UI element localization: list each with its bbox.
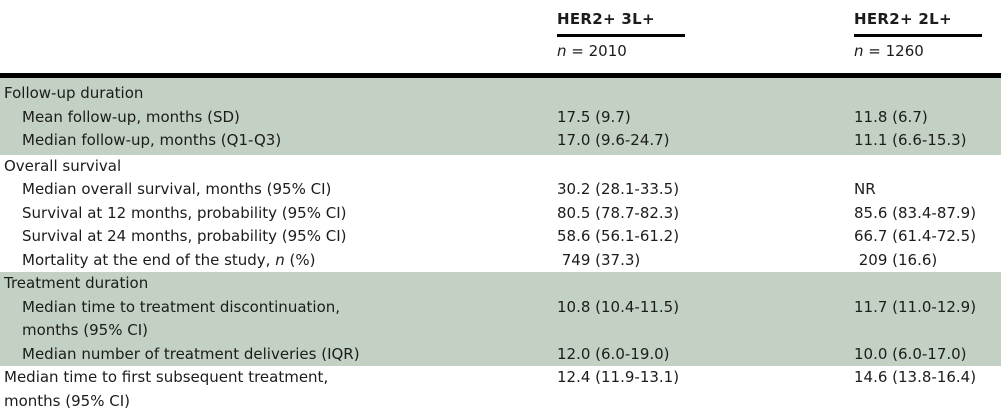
table-row: Median time to first subsequent treatmen…	[0, 366, 1001, 411]
label-text: Treatment duration	[4, 274, 149, 292]
value-her2-2l: 209 (16.6)	[854, 250, 938, 269]
table-body: Follow-up duration Mean follow-up, months…	[0, 78, 1001, 411]
header-spacer	[0, 10, 557, 73]
row-label: Survival at 12 months, probability (95% …	[0, 202, 557, 226]
value-her2-3l: 10.8 (10.4-11.5)	[557, 297, 680, 316]
value-her2-3l: 749 (37.3)	[557, 250, 641, 269]
sample-size-her2-3l: n = 2010	[557, 42, 854, 61]
section-header-row: Treatment duration	[0, 272, 1001, 296]
label-text: (%)	[284, 250, 316, 269]
column-group-her2-2l: HER2+ 2L+ n = 1260	[854, 10, 1001, 73]
row-label: Mean follow-up, months (SD)	[0, 106, 557, 130]
n-count: = 1260	[863, 42, 924, 60]
label-text: Median time to treatment discontinuation…	[22, 297, 341, 340]
column-header-her2-2l: HER2+ 2L+	[854, 10, 952, 28]
label-text: Mortality at the end of the study,	[22, 250, 276, 269]
label-text: Overall survival	[4, 156, 122, 175]
value-her2-2l: 11.7 (11.0-12.9)	[854, 297, 977, 316]
table-section: Overall survival Median overall survival,…	[0, 155, 1001, 273]
value-her2-2l: 11.8 (6.7)	[854, 107, 928, 126]
value-her2-2l	[854, 82, 1001, 106]
row-label: Median follow-up, months (Q1-Q3)	[0, 129, 557, 153]
value-her2-2l: NR	[854, 180, 876, 198]
value-her2-2l: 11.1 (6.6-15.3)	[854, 131, 967, 149]
value-her2-2l: 10.0 (6.0-17.0)	[854, 344, 967, 363]
row-label: Treatment duration	[0, 272, 557, 296]
n-symbol: n	[854, 42, 864, 60]
n-symbol: n	[557, 42, 567, 60]
section-header-row: Follow-up duration	[0, 82, 1001, 106]
table-section: Median time to first subsequent treatmen…	[0, 366, 1001, 411]
value-her2-2l: 66.7 (61.4-72.5)	[854, 227, 977, 245]
value-her2-3l: 17.5 (9.7)	[557, 107, 631, 126]
table-row: Median number of treatment deliveries (I…	[0, 343, 1001, 367]
table-row: Mortality at the end of the study, n (%)…	[0, 249, 1001, 273]
value-her2-3l	[557, 82, 854, 106]
row-label: Median time to treatment discontinuation…	[0, 296, 557, 343]
label-text: Follow-up duration	[4, 84, 144, 102]
label-text: Mean follow-up, months (SD)	[22, 107, 240, 126]
value-her2-3l: 12.0 (6.0-19.0)	[557, 344, 670, 363]
label-text: Survival at 24 months, probability (95% …	[22, 227, 347, 245]
row-label: Survival at 24 months, probability (95% …	[0, 225, 557, 249]
table-section: Follow-up duration Mean follow-up, months…	[0, 78, 1001, 155]
value-her2-2l	[854, 272, 1001, 296]
value-her2-3l	[557, 272, 854, 296]
column-group-her2-3l: HER2+ 3L+ n = 2010	[557, 10, 854, 73]
label-text: Survival at 12 months, probability (95% …	[22, 203, 347, 222]
value-her2-3l	[557, 155, 854, 179]
header-underline	[854, 34, 982, 37]
label-text: Median follow-up, months (Q1-Q3)	[22, 131, 282, 149]
value-her2-2l: 14.6 (13.8-16.4)	[854, 368, 977, 386]
row-label: Median time to first subsequent treatmen…	[0, 366, 557, 411]
n-count: = 2010	[566, 42, 627, 60]
row-label: Overall survival	[0, 155, 557, 179]
value-her2-3l: 12.4 (11.9-13.1)	[557, 368, 680, 386]
table-row: Median time to treatment discontinuation…	[0, 296, 1001, 343]
table-row: Survival at 12 months, probability (95% …	[0, 202, 1001, 226]
value-her2-3l: 30.2 (28.1-33.5)	[557, 180, 680, 198]
header-underline	[557, 34, 685, 37]
value-her2-3l: 58.6 (56.1-61.2)	[557, 227, 680, 245]
value-her2-2l	[854, 155, 1001, 179]
label-text: Median number of treatment deliveries (I…	[22, 344, 360, 363]
row-label: Median overall survival, months (95% CI)	[0, 178, 557, 202]
section-header-row: Overall survival	[0, 155, 1001, 179]
table-row: Median follow-up, months (Q1-Q3) 17.0 (9.…	[0, 129, 1001, 153]
header-rule	[0, 73, 1001, 78]
row-label: Follow-up duration	[0, 82, 557, 106]
row-label: Mortality at the end of the study, n (%)	[0, 249, 557, 273]
value-her2-3l: 17.0 (9.6-24.7)	[557, 131, 670, 149]
table-row: Survival at 24 months, probability (95% …	[0, 225, 1001, 249]
value-her2-2l: 85.6 (83.4-87.9)	[854, 203, 977, 222]
label-text: Median overall survival, months (95% CI)	[22, 180, 332, 198]
row-label: Median number of treatment deliveries (I…	[0, 343, 557, 367]
table-row: Mean follow-up, months (SD) 17.5 (9.7) 11.…	[0, 106, 1001, 130]
sample-size-her2-2l: n = 1260	[854, 42, 1001, 61]
value-her2-3l: 80.5 (78.7-82.3)	[557, 203, 680, 222]
table-header: HER2+ 3L+ n = 2010 HER2+ 2L+ n = 1260	[0, 0, 1001, 73]
table-row: Median overall survival, months (95% CI)…	[0, 178, 1001, 202]
italic-n: n	[275, 250, 285, 269]
label-text: Median time to first subsequent treatmen…	[4, 368, 329, 410]
table-section: Treatment duration Median time to treatme…	[0, 272, 1001, 366]
column-header-her2-3l: HER2+ 3L+	[557, 10, 655, 28]
